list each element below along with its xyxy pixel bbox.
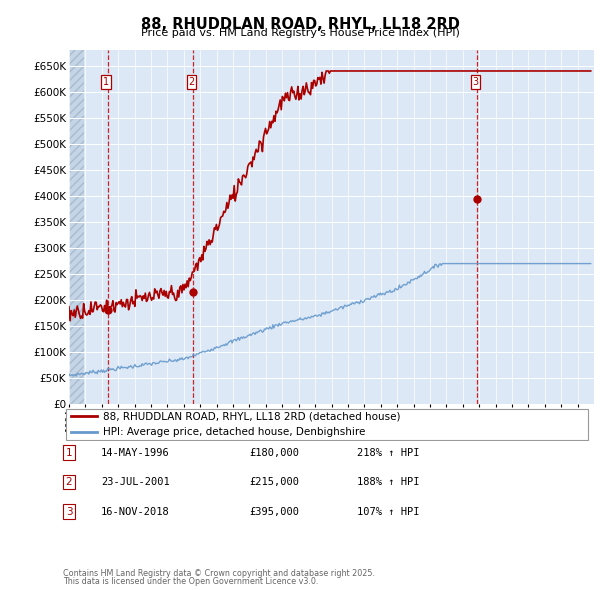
Text: 3: 3 bbox=[65, 507, 73, 516]
Text: Price paid vs. HM Land Registry's House Price Index (HPI): Price paid vs. HM Land Registry's House … bbox=[140, 28, 460, 38]
Text: 1: 1 bbox=[103, 77, 109, 87]
Text: 14-MAY-1996: 14-MAY-1996 bbox=[101, 448, 170, 457]
Text: 88, RHUDDLAN ROAD, RHYL, LL18 2RD: 88, RHUDDLAN ROAD, RHYL, LL18 2RD bbox=[140, 17, 460, 31]
Text: 218% ↑ HPI: 218% ↑ HPI bbox=[357, 448, 419, 457]
FancyBboxPatch shape bbox=[65, 409, 589, 440]
Text: Contains HM Land Registry data © Crown copyright and database right 2025.: Contains HM Land Registry data © Crown c… bbox=[63, 569, 375, 578]
Text: 3: 3 bbox=[472, 77, 479, 87]
Text: 88, RHUDDLAN ROAD, RHYL, LL18 2RD (detached house): 88, RHUDDLAN ROAD, RHYL, LL18 2RD (detac… bbox=[103, 411, 400, 421]
Text: 2: 2 bbox=[65, 477, 73, 487]
Text: £215,000: £215,000 bbox=[249, 477, 299, 487]
Text: 16-NOV-2018: 16-NOV-2018 bbox=[101, 507, 170, 516]
Text: 23-JUL-2001: 23-JUL-2001 bbox=[101, 477, 170, 487]
Text: This data is licensed under the Open Government Licence v3.0.: This data is licensed under the Open Gov… bbox=[63, 578, 319, 586]
Text: 1: 1 bbox=[65, 448, 73, 457]
Bar bbox=[69, 50, 84, 404]
Text: 107% ↑ HPI: 107% ↑ HPI bbox=[357, 507, 419, 516]
Text: £180,000: £180,000 bbox=[249, 448, 299, 457]
Text: HPI: Average price, detached house, Denbighshire: HPI: Average price, detached house, Denb… bbox=[103, 427, 365, 437]
Text: £395,000: £395,000 bbox=[249, 507, 299, 516]
Text: 188% ↑ HPI: 188% ↑ HPI bbox=[357, 477, 419, 487]
Text: 2: 2 bbox=[188, 77, 194, 87]
